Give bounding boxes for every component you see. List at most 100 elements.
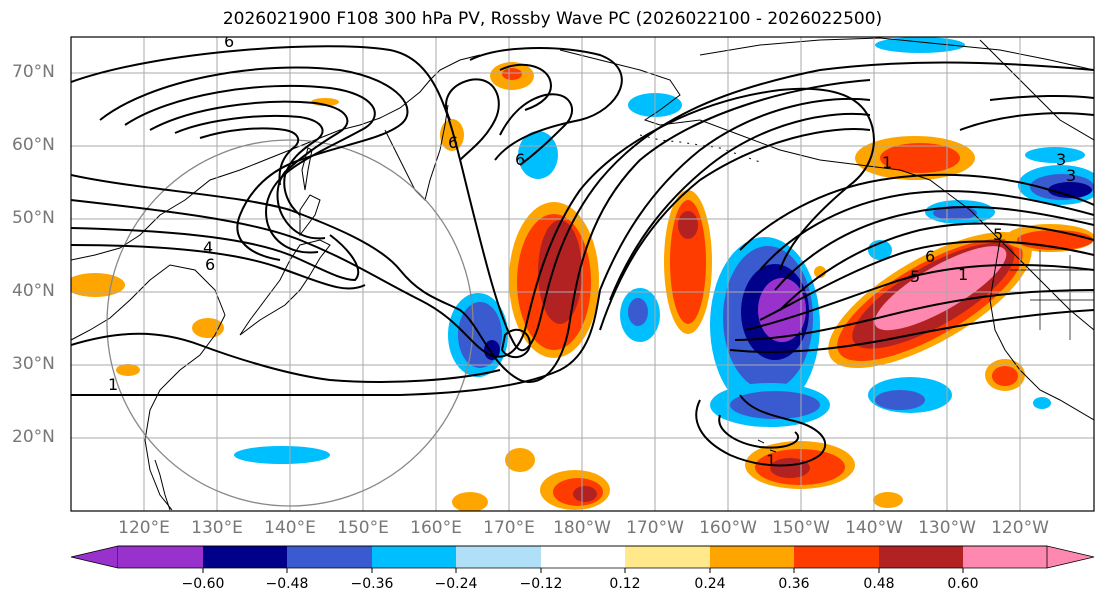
pv-contour bbox=[734, 289, 1094, 341]
anomaly-blob-negative bbox=[628, 298, 648, 326]
lon-label: 130°W bbox=[918, 518, 976, 538]
coastlines bbox=[71, 37, 1094, 511]
colorbar-tick-label: 0.48 bbox=[863, 576, 895, 592]
colorbar-tick-label: −0.24 bbox=[434, 576, 478, 592]
anomaly-blob-positive bbox=[71, 273, 125, 297]
lon-label: 120°W bbox=[991, 518, 1049, 538]
anomaly-blob-negative bbox=[518, 131, 558, 179]
pv-contour bbox=[149, 100, 349, 240]
colorbar-segment bbox=[879, 546, 963, 568]
colorbar-segment bbox=[625, 546, 710, 568]
colorbar-segment bbox=[710, 546, 794, 568]
colorbar-ticks bbox=[202, 568, 964, 573]
pv-contour bbox=[99, 66, 409, 261]
contour-label: 3 bbox=[1056, 150, 1066, 169]
pv-contour bbox=[609, 112, 871, 301]
hawaii-islands bbox=[757, 439, 777, 453]
colorbar-segment bbox=[372, 546, 456, 568]
pv-contour bbox=[759, 240, 1094, 321]
contour-label: 1 bbox=[958, 265, 968, 284]
contour-label: 5 bbox=[910, 267, 920, 286]
contour-label: 5 bbox=[993, 225, 1003, 244]
lon-label: 170°W bbox=[626, 518, 684, 538]
anomaly-blob-negative bbox=[1048, 182, 1092, 198]
anomaly-blob-positive bbox=[505, 448, 535, 472]
contour-label: 1 bbox=[108, 375, 118, 394]
pv-contour bbox=[739, 173, 1094, 251]
lon-label: 180°W bbox=[553, 518, 611, 538]
anomaly-blob-positive bbox=[992, 366, 1018, 386]
anomaly-blob-positive bbox=[192, 318, 224, 338]
colorbar-segment bbox=[203, 546, 287, 568]
anomaly-blob-negative bbox=[1033, 397, 1051, 409]
lon-label: 140°W bbox=[845, 518, 903, 538]
pv-contour bbox=[774, 206, 1094, 291]
anomaly-blob-positive bbox=[678, 211, 698, 239]
contour-label: 6 bbox=[224, 32, 234, 51]
anomaly-blob-positive bbox=[573, 486, 597, 502]
colorbar-extend-min bbox=[70, 545, 119, 569]
pv-contour bbox=[174, 114, 324, 216]
anomaly-blob-negative bbox=[933, 206, 977, 220]
colorbar-segment bbox=[541, 546, 625, 568]
sakhalin-coastline bbox=[301, 147, 313, 191]
contour-label: 3 bbox=[1066, 166, 1076, 185]
colorbar-tick-label: 0.36 bbox=[778, 576, 810, 592]
colorbar-tick-label: −0.12 bbox=[519, 576, 563, 592]
pv-contour bbox=[71, 45, 1094, 352]
colorbar-tick-label: 0.60 bbox=[947, 576, 979, 592]
colorbar-segment bbox=[118, 546, 203, 568]
pv-contour bbox=[759, 190, 1094, 271]
pv-contour bbox=[599, 128, 871, 331]
map-gridlines bbox=[71, 37, 1094, 511]
colorbar-extend-max bbox=[1046, 545, 1095, 569]
contour-label: 6 bbox=[925, 247, 935, 266]
pv-contour bbox=[71, 244, 366, 290]
colorbar-segment bbox=[794, 546, 879, 568]
lon-label: 150°E bbox=[337, 518, 389, 538]
pv-contour bbox=[71, 79, 871, 383]
anomaly-blob-negative bbox=[234, 446, 330, 464]
japan-coastline bbox=[239, 239, 331, 336]
pv-contour bbox=[71, 332, 501, 383]
pv-contour bbox=[199, 127, 300, 186]
contour-label: 1 bbox=[882, 153, 892, 172]
anomaly-blob-negative bbox=[758, 278, 806, 342]
lat-label: 20°N bbox=[12, 427, 55, 447]
colorbar-segment bbox=[456, 546, 541, 568]
lon-label: 150°W bbox=[772, 518, 830, 538]
pv-contour bbox=[500, 328, 532, 359]
colorbar-segment bbox=[963, 546, 1047, 568]
colorbar-tick-label: 0.12 bbox=[609, 576, 641, 592]
pv-contour bbox=[599, 97, 871, 291]
anomaly-blob-positive bbox=[538, 220, 582, 324]
anomaly-blob-positive bbox=[873, 492, 903, 508]
pv-contour bbox=[71, 289, 601, 397]
anomaly-blob-positive bbox=[452, 492, 488, 511]
pv-contour bbox=[779, 222, 1094, 311]
pv-contour bbox=[729, 309, 1094, 353]
contour-label: 6 bbox=[205, 255, 215, 274]
lon-label: 160°E bbox=[410, 518, 462, 538]
us-west-coastline bbox=[989, 239, 1094, 421]
taiwan-coastline bbox=[154, 459, 171, 511]
lon-label: 120°E bbox=[118, 518, 170, 538]
colorbar-tick-label: 0.24 bbox=[694, 576, 726, 592]
state-borders bbox=[1010, 250, 1094, 340]
china-coastline bbox=[71, 264, 226, 341]
colorbar-segment bbox=[287, 546, 372, 568]
anomaly-blob-negative bbox=[875, 390, 925, 410]
colorbar bbox=[70, 545, 1095, 573]
lon-label: 140°E bbox=[264, 518, 316, 538]
pv-contour bbox=[989, 94, 1094, 101]
pv-contour bbox=[718, 414, 799, 449]
lat-label: 70°N bbox=[12, 62, 55, 82]
pv-contours bbox=[71, 45, 1094, 467]
anomaly-blob-negative bbox=[730, 391, 820, 419]
anomaly-blob-positive bbox=[880, 143, 960, 173]
lat-label: 60°N bbox=[12, 135, 55, 155]
pv-contour bbox=[124, 84, 376, 254]
anomaly-blob-positive bbox=[440, 119, 464, 151]
anomaly-blob-positive bbox=[116, 364, 140, 376]
